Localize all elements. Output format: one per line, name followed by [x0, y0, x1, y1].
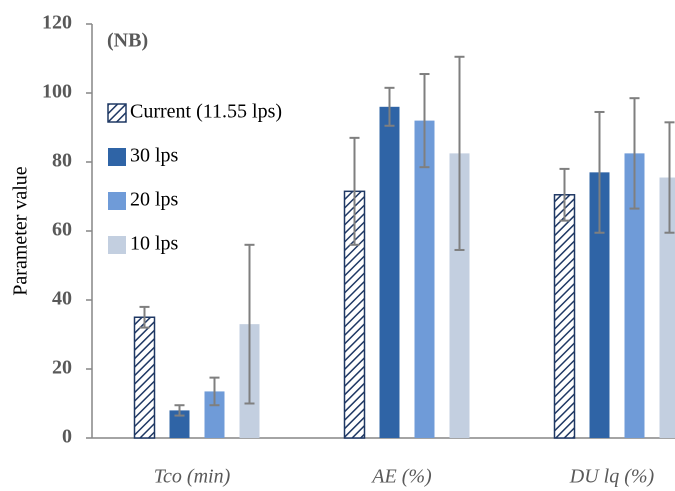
bar [659, 177, 675, 438]
error-bar [629, 97, 640, 210]
legend-label: Current (11.55 lps) [130, 101, 282, 123]
error-bar [454, 55, 465, 251]
error-bar [349, 136, 360, 246]
error-bar [559, 167, 570, 222]
bar [589, 172, 610, 438]
annotation: (NB) [107, 30, 148, 52]
x-tick-label: AE (%) [370, 466, 432, 488]
legend-swatch [108, 236, 126, 254]
error-bar [419, 73, 430, 169]
y-tick-label: 120 [42, 12, 72, 34]
legend-label: 10 lps [130, 233, 179, 255]
bar [133, 316, 156, 439]
bar [414, 120, 435, 438]
bar [553, 194, 576, 439]
x-tick-label: Tco (min) [154, 466, 231, 488]
error-bar [664, 121, 675, 234]
bar [379, 106, 400, 439]
y-tick-label: 40 [52, 288, 72, 310]
error-bar [384, 86, 395, 127]
legend-label: 20 lps [130, 189, 179, 211]
y-axis-label: Parameter value [10, 166, 32, 295]
y-tick-label: 100 [42, 81, 72, 103]
y-tick-label: 80 [52, 150, 72, 172]
legend-label: 30 lps [130, 145, 179, 167]
legend-swatch [107, 103, 127, 123]
error-bar [174, 404, 185, 417]
bar [624, 153, 645, 438]
y-tick-label: 60 [52, 219, 72, 241]
legend-swatch [108, 192, 126, 210]
y-tick-label: 0 [62, 426, 72, 448]
legend-swatch [108, 148, 126, 166]
bar [204, 391, 225, 438]
error-bar [244, 243, 255, 405]
bar [449, 153, 470, 438]
error-bar [209, 376, 220, 407]
y-tick-label: 20 [52, 357, 72, 379]
error-bar [139, 305, 150, 329]
x-tick-label: DU lq (%) [569, 466, 655, 488]
bar [169, 410, 190, 438]
error-bar [594, 110, 605, 234]
